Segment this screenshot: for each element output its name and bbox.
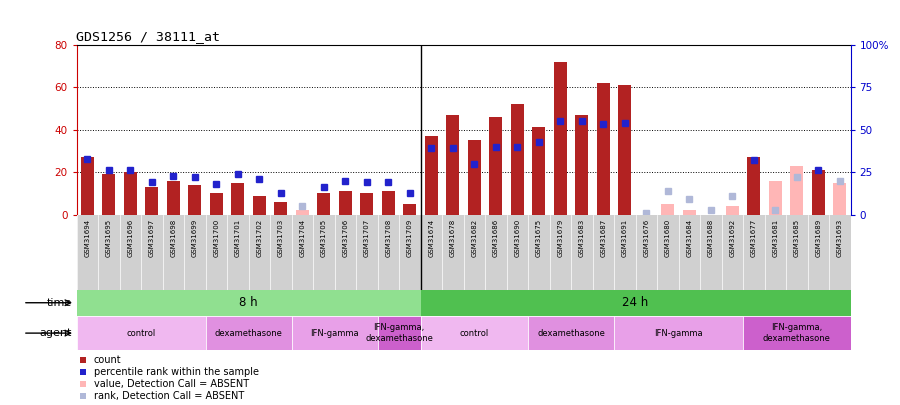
Text: IFN-gamma,
dexamethasone: IFN-gamma, dexamethasone [763, 324, 831, 343]
Text: IFN-gamma: IFN-gamma [310, 328, 359, 338]
Text: dexamethasone: dexamethasone [537, 328, 605, 338]
Text: GSM31708: GSM31708 [385, 218, 392, 257]
Text: GSM31695: GSM31695 [106, 218, 112, 256]
Text: GSM31705: GSM31705 [320, 218, 327, 256]
Bar [210, 194, 222, 215]
Bar [338, 191, 352, 215]
Bar [528, 316, 614, 350]
Text: IFN-gamma,
dexamethasone: IFN-gamma, dexamethasone [365, 324, 433, 343]
Text: GSM31679: GSM31679 [557, 218, 563, 257]
Text: time: time [47, 298, 72, 308]
Bar [318, 194, 330, 215]
Text: GSM31704: GSM31704 [299, 218, 305, 256]
Text: GSM31685: GSM31685 [794, 218, 800, 256]
Text: GSM31700: GSM31700 [213, 218, 220, 257]
Text: GSM31675: GSM31675 [536, 218, 542, 256]
Bar [420, 316, 528, 350]
Bar [124, 172, 137, 215]
Bar [81, 157, 94, 215]
Text: 8 h: 8 h [239, 296, 257, 309]
Text: GSM31689: GSM31689 [815, 218, 821, 257]
Bar [575, 115, 589, 215]
Text: GSM31681: GSM31681 [772, 218, 778, 257]
Text: count: count [94, 355, 122, 365]
Text: GSM31690: GSM31690 [514, 218, 520, 257]
Bar [296, 211, 309, 215]
Text: GSM31698: GSM31698 [170, 218, 176, 257]
Text: GSM31701: GSM31701 [235, 218, 241, 257]
Text: value, Detection Call = ABSENT: value, Detection Call = ABSENT [94, 379, 248, 389]
Bar [790, 166, 803, 215]
Bar [382, 191, 395, 215]
Text: GSM31674: GSM31674 [428, 218, 434, 256]
Text: 24 h: 24 h [623, 296, 649, 309]
Bar [833, 183, 846, 215]
Text: agent: agent [40, 328, 72, 338]
Text: GSM31692: GSM31692 [729, 218, 735, 256]
Text: GSM31682: GSM31682 [472, 218, 477, 256]
Text: IFN-gamma: IFN-gamma [654, 328, 703, 338]
Bar [614, 316, 743, 350]
Bar [554, 62, 567, 215]
Bar [743, 316, 850, 350]
Text: GSM31697: GSM31697 [148, 218, 155, 257]
Bar [377, 316, 420, 350]
Bar [468, 140, 481, 215]
Text: GSM31706: GSM31706 [342, 218, 348, 257]
Bar [769, 181, 782, 215]
Bar [683, 211, 696, 215]
Bar [725, 206, 739, 215]
Text: GSM31677: GSM31677 [751, 218, 757, 257]
Text: rank, Detection Call = ABSENT: rank, Detection Call = ABSENT [94, 391, 244, 401]
Bar [420, 290, 850, 316]
Text: GSM31678: GSM31678 [450, 218, 455, 257]
Bar [490, 117, 502, 215]
Bar [662, 204, 674, 215]
Bar [360, 194, 373, 215]
Bar [205, 316, 292, 350]
Text: GSM31694: GSM31694 [85, 218, 90, 256]
Text: GSM31702: GSM31702 [256, 218, 262, 256]
Text: GSM31684: GSM31684 [686, 218, 692, 256]
Text: GDS1256 / 38111_at: GDS1256 / 38111_at [76, 30, 220, 43]
Text: GSM31699: GSM31699 [192, 218, 198, 257]
Text: GSM31683: GSM31683 [579, 218, 585, 257]
Bar [103, 174, 115, 215]
Bar [253, 196, 266, 215]
Text: GSM31693: GSM31693 [837, 218, 842, 257]
Text: percentile rank within the sample: percentile rank within the sample [94, 367, 258, 377]
Bar [166, 181, 180, 215]
Bar [618, 85, 631, 215]
Bar [76, 316, 205, 350]
Bar [747, 157, 760, 215]
Text: GSM31688: GSM31688 [707, 218, 714, 257]
Bar [145, 187, 158, 215]
Bar [76, 290, 420, 316]
Text: control: control [126, 328, 156, 338]
Text: GSM31680: GSM31680 [665, 218, 670, 257]
Text: GSM31703: GSM31703 [278, 218, 284, 257]
Bar [403, 204, 416, 215]
Text: GSM31687: GSM31687 [600, 218, 607, 257]
Text: GSM31686: GSM31686 [493, 218, 499, 257]
Text: GSM31707: GSM31707 [364, 218, 370, 257]
Text: GSM31691: GSM31691 [622, 218, 628, 257]
Text: control: control [460, 328, 489, 338]
Bar [292, 316, 377, 350]
Bar [446, 115, 459, 215]
Bar [274, 202, 287, 215]
Text: dexamethasone: dexamethasone [214, 328, 283, 338]
Text: GSM31709: GSM31709 [407, 218, 413, 257]
Text: GSM31676: GSM31676 [644, 218, 649, 257]
Bar [511, 104, 524, 215]
Text: GSM31696: GSM31696 [127, 218, 133, 257]
Bar [597, 83, 609, 215]
Bar [188, 185, 202, 215]
Bar [812, 170, 824, 215]
Bar [231, 183, 244, 215]
Bar [532, 128, 545, 215]
Bar [425, 136, 437, 215]
